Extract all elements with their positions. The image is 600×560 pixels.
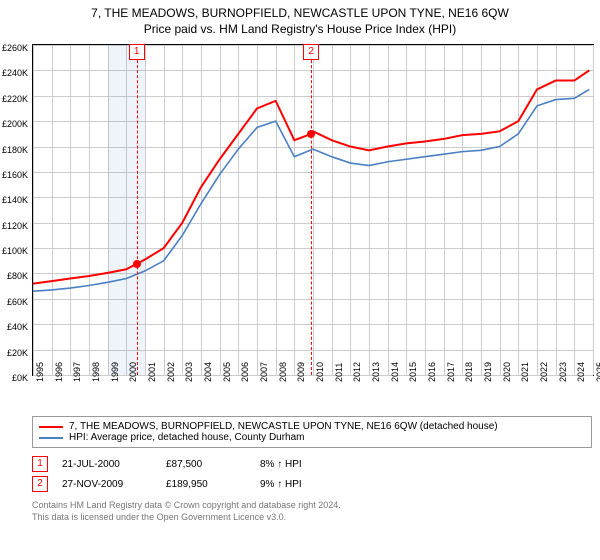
legend-item: 7, THE MEADOWS, BURNOPFIELD, NEWCASTLE U… (39, 421, 585, 432)
sale-date: 21-JUL-2000 (62, 459, 152, 470)
footer-line: Contains HM Land Registry data © Crown c… (32, 500, 592, 512)
y-axis-labels: £0K£20K£40K£60K£80K£100K£120K£140K£160K£… (0, 48, 32, 378)
title-address: 7, THE MEADOWS, BURNOPFIELD, NEWCASTLE U… (0, 6, 600, 20)
footer-attribution: Contains HM Land Registry data © Crown c… (32, 500, 592, 523)
sale-hpi-delta: 8% ↑ HPI (260, 459, 350, 470)
sale-price: £87,500 (166, 459, 246, 470)
legend: 7, THE MEADOWS, BURNOPFIELD, NEWCASTLE U… (32, 416, 592, 448)
x-axis-labels: 1995199619971998199920002001200220032004… (32, 380, 592, 412)
legend-swatch (39, 426, 63, 428)
title-subtitle: Price paid vs. HM Land Registry's House … (0, 22, 600, 36)
price-chart: 12 (32, 44, 594, 376)
sale-marker-badge: 1 (32, 456, 48, 472)
sale-price: £189,950 (166, 479, 246, 490)
legend-label: 7, THE MEADOWS, BURNOPFIELD, NEWCASTLE U… (69, 421, 498, 432)
sale-marker-badge: 2 (32, 476, 48, 492)
footer-line: This data is licensed under the Open Gov… (32, 512, 592, 524)
sale-date: 27-NOV-2009 (62, 479, 152, 490)
sales-table: 1 21-JUL-2000 £87,500 8% ↑ HPI 2 27-NOV-… (32, 454, 592, 494)
chart-lines (33, 45, 593, 375)
legend-swatch (39, 437, 63, 439)
table-row: 1 21-JUL-2000 £87,500 8% ↑ HPI (32, 454, 592, 474)
legend-label: HPI: Average price, detached house, Coun… (69, 432, 305, 443)
sale-hpi-delta: 9% ↑ HPI (260, 479, 350, 490)
legend-item: HPI: Average price, detached house, Coun… (39, 432, 585, 443)
table-row: 2 27-NOV-2009 £189,950 9% ↑ HPI (32, 474, 592, 494)
